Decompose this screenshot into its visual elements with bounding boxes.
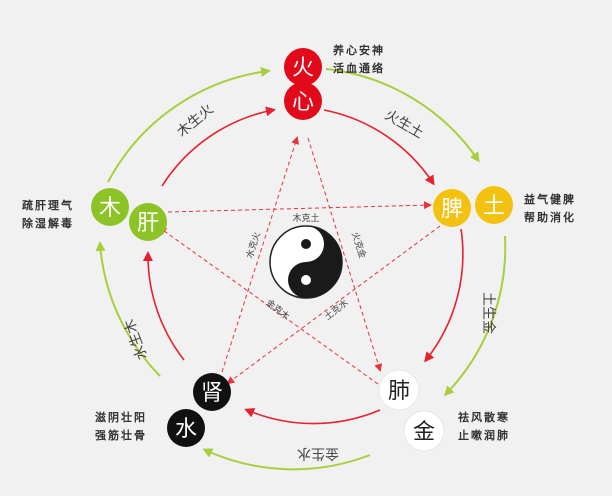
control-line-wood-earth [167, 201, 432, 213]
outer-arrow-water-wood [95, 241, 161, 377]
outer-arrow-earth-metal [443, 235, 507, 397]
note-fire: 养心安神 活血通络 [333, 42, 385, 78]
organ-kidney: 肾 [201, 381, 223, 406]
note-earth-line-2: 帮助消化 [524, 211, 576, 224]
generating-label-water-wood: 水生木 [122, 317, 151, 362]
element-fire: 火 [292, 56, 314, 81]
note-water: 滋阴壮阳 强筋壮骨 [95, 409, 147, 445]
element-wood: 木 [99, 196, 121, 221]
inner-arrow-fire-earth [323, 109, 435, 186]
outer-arrow-fire-earth [325, 68, 480, 163]
element-earth: 土 [483, 194, 505, 219]
element-metal: 金 [413, 420, 435, 445]
generating-label-wood-fire: 木生火 [174, 101, 216, 140]
organ-lung: 肺 [388, 379, 410, 404]
note-wood-line-2: 除湿解毒 [22, 217, 74, 230]
inner-cycle [142, 106, 464, 425]
controlling-label-wood-earth: 木克土 [292, 212, 319, 224]
note-fire-line-1: 养心安神 [333, 44, 385, 57]
node-wood: 木 肝 [91, 188, 167, 241]
control-line-metal-wood [158, 226, 379, 385]
outer-cycle [95, 66, 507, 471]
generating-label-earth-metal: 土生金 [480, 292, 496, 334]
inner-arrow-wood-fire [161, 106, 276, 187]
generating-label-metal-water: 金生水 [297, 445, 339, 461]
note-water-line-1: 滋阴壮阳 [95, 411, 147, 424]
node-fire: 火 心 [284, 48, 322, 120]
note-metal-line-1: 祛风散寒 [458, 411, 510, 424]
control-line-earth-water [226, 225, 441, 385]
inner-arrow-metal-water [244, 408, 381, 425]
controlling-star [158, 136, 441, 385]
controlling-label-water-fire: 水克火 [243, 230, 263, 259]
node-earth: 脾 土 [433, 186, 513, 227]
note-earth-line-1: 益气健脾 [524, 193, 576, 206]
note-water-line-2: 强筋壮骨 [95, 429, 147, 442]
node-metal: 肺 金 [378, 369, 445, 452]
outer-arrow-wood-fire [107, 66, 271, 183]
controlling-label-metal-wood: 金克木 [264, 297, 293, 323]
controlling-label-earth-water: 土克水 [322, 297, 351, 323]
organ-spleen: 脾 [441, 197, 463, 222]
note-wood-line-1: 疏肝理气 [22, 199, 74, 212]
note-fire-line-2: 活血通络 [333, 62, 385, 75]
organ-liver: 肝 [137, 211, 159, 236]
inner-arrow-earth-metal [424, 228, 464, 363]
note-metal: 祛风散寒 止嗽润肺 [458, 409, 510, 445]
control-line-water-fire [221, 136, 299, 373]
control-line-fire-metal [307, 137, 383, 372]
note-earth: 益气健脾 帮助消化 [524, 191, 576, 227]
note-metal-line-2: 止嗽润肺 [458, 429, 510, 442]
node-water: 肾 水 [167, 373, 231, 447]
element-water: 水 [175, 417, 197, 442]
organ-heart: 心 [292, 90, 314, 115]
inner-arrow-water-wood [142, 251, 185, 361]
controlling-label-fire-metal: 火克金 [349, 230, 369, 259]
note-wood: 疏肝理气 除湿解毒 [22, 197, 74, 233]
yin-yang-icon [269, 225, 343, 299]
outer-arrow-metal-water [202, 448, 371, 471]
